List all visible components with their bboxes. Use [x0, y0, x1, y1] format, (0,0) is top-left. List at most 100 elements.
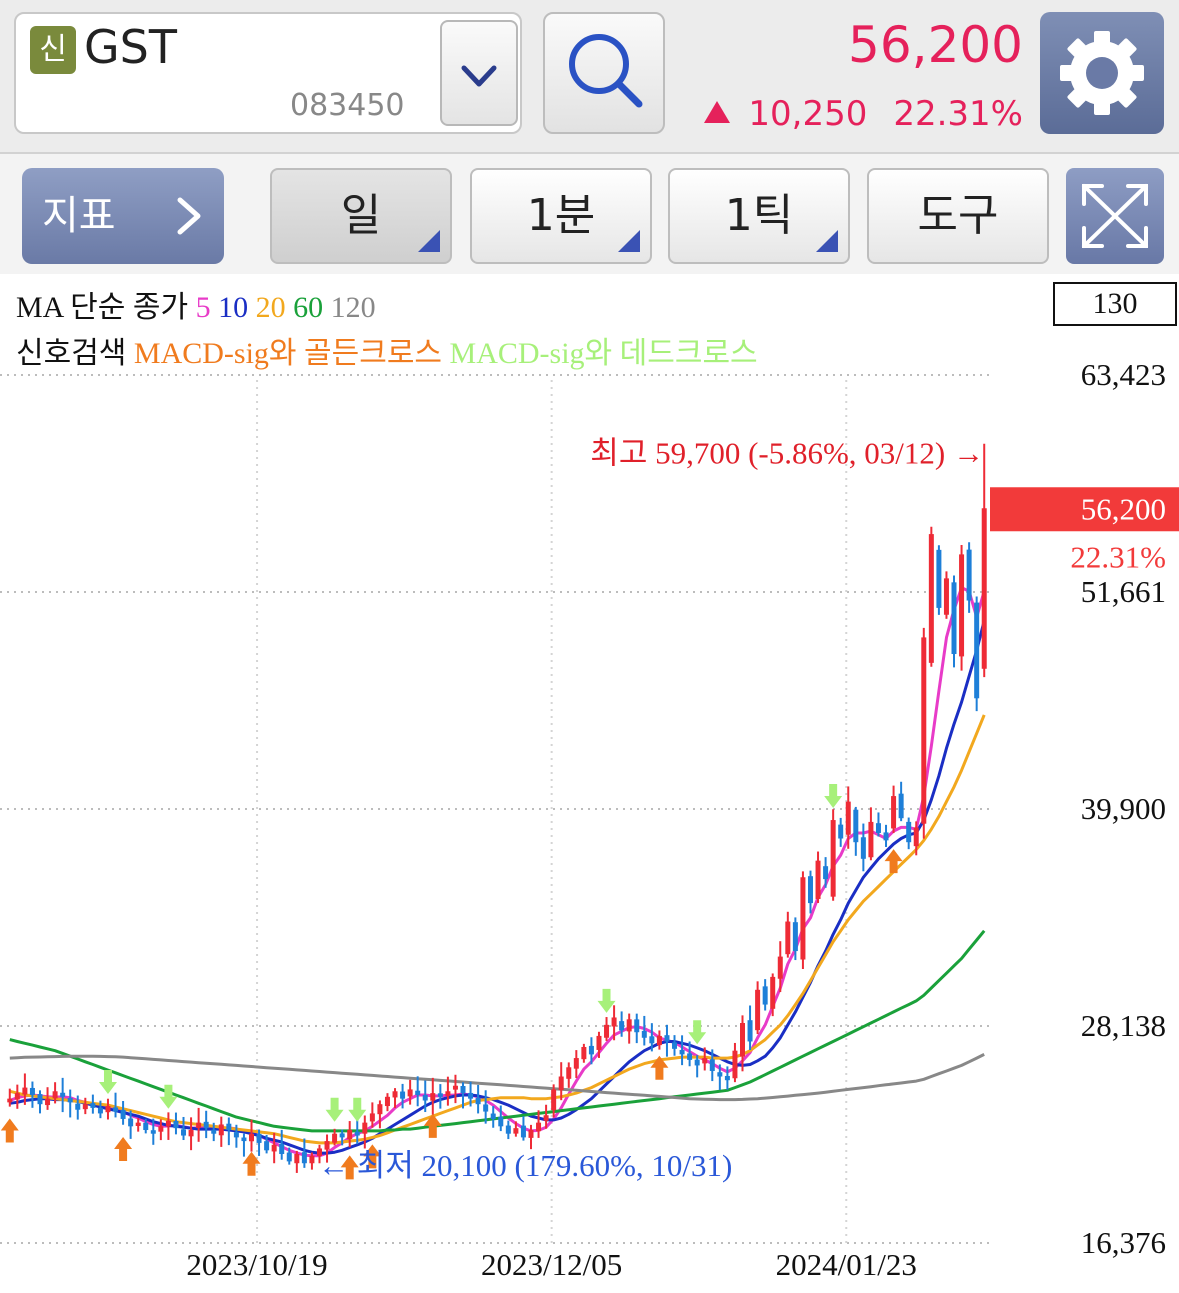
- candle-body: [14, 1093, 20, 1100]
- ma-legend-title: MA 단순 종가: [16, 291, 189, 324]
- candle-body: [588, 1045, 594, 1055]
- candle-body: [135, 1122, 141, 1126]
- candle-body: [649, 1036, 655, 1044]
- candle-body: [543, 1115, 549, 1121]
- tools-button[interactable]: 도구: [867, 168, 1049, 264]
- candle-body: [974, 602, 980, 699]
- candle-body: [860, 837, 866, 859]
- candle-body: [604, 1024, 610, 1038]
- candle-body: [883, 832, 889, 841]
- signal-legend[interactable]: 신호검색 MACD-sig와 골든크로스 MACD-sig와 데드크로스: [16, 328, 758, 372]
- candle-body: [717, 1072, 723, 1077]
- expand-button[interactable]: [1066, 168, 1164, 264]
- candle-body: [218, 1124, 224, 1136]
- candle-body: [422, 1094, 428, 1101]
- period-day-button[interactable]: 일: [270, 168, 452, 264]
- low-annotation: ← 최저 20,100 (179.60%, 10/31): [318, 1148, 732, 1183]
- x-axis-label: 2023/10/19: [186, 1247, 327, 1282]
- ma-line-5: [9, 586, 986, 1158]
- candle-body: [90, 1103, 96, 1108]
- x-axis-label: 2023/12/05: [481, 1247, 622, 1282]
- dead-cross-arrow-icon: [325, 1097, 344, 1122]
- candle-body: [165, 1120, 171, 1127]
- candle-body: [528, 1130, 534, 1138]
- candle-body: [619, 1021, 625, 1031]
- candle-body: [264, 1141, 270, 1151]
- period-minute-button[interactable]: 1분: [470, 168, 652, 264]
- candle-body: [966, 549, 972, 601]
- candle-count-box[interactable]: 130: [1053, 282, 1177, 326]
- candle-body: [634, 1019, 640, 1033]
- candle-body: [672, 1042, 678, 1049]
- y-axis-label: 39,900: [1081, 791, 1166, 826]
- candle-body: [309, 1155, 315, 1164]
- candle-body: [332, 1133, 338, 1143]
- candle-body: [120, 1109, 126, 1119]
- candle-body: [943, 578, 949, 615]
- candle-body: [475, 1097, 481, 1105]
- period-tick-button[interactable]: 1틱: [668, 168, 850, 264]
- candle-body: [188, 1130, 194, 1137]
- chevron-down-icon: [461, 65, 497, 87]
- candle-body: [891, 796, 897, 829]
- candle-body: [158, 1126, 164, 1132]
- ma-periods: 5 10 20 60 120: [196, 291, 376, 324]
- candle-body: [755, 989, 761, 1031]
- candle-body: [415, 1090, 421, 1095]
- candle-body: [279, 1143, 285, 1154]
- candle-body: [498, 1116, 504, 1127]
- price-change: 10,250: [748, 94, 868, 134]
- golden-cross-arrow-icon: [114, 1136, 133, 1161]
- candle-body: [324, 1141, 330, 1150]
- ma-period-5: 5: [195, 291, 211, 324]
- candle-body: [400, 1091, 406, 1099]
- candle-body: [105, 1106, 111, 1113]
- dead-cross-arrow-icon: [159, 1084, 178, 1109]
- candle-body: [430, 1093, 436, 1101]
- y-axis-label: 16,376: [1081, 1225, 1166, 1260]
- candle-body: [150, 1130, 156, 1134]
- candle-body: [256, 1133, 262, 1143]
- gear-icon: [1060, 31, 1144, 115]
- candle-body: [777, 956, 783, 979]
- x-axis-label: 2024/01/23: [776, 1247, 917, 1282]
- indicator-button[interactable]: 지표: [22, 168, 224, 264]
- candle-body: [845, 801, 851, 835]
- candle-body: [906, 821, 912, 843]
- y-axis-label: 63,423: [1081, 357, 1166, 392]
- candle-body: [785, 921, 791, 955]
- stock-name[interactable]: GST: [84, 20, 177, 74]
- candle-body: [792, 922, 798, 952]
- candle-body: [128, 1118, 134, 1127]
- dropdown-corner-icon: [418, 230, 440, 252]
- search-button[interactable]: [543, 12, 665, 134]
- candle-body: [233, 1132, 239, 1138]
- candle-body: [921, 637, 927, 824]
- ma-line-20: [9, 714, 986, 1145]
- candle-body: [702, 1058, 708, 1064]
- candle-body: [853, 809, 859, 843]
- candle-body: [226, 1123, 232, 1131]
- dead-cross-label: MACD-sig와 데드크로스: [449, 337, 758, 370]
- candle-body: [694, 1059, 700, 1066]
- settings-button[interactable]: [1040, 12, 1164, 134]
- candle-body: [951, 582, 957, 655]
- candle-body: [520, 1125, 526, 1138]
- candle-body: [445, 1091, 451, 1096]
- candle-body: [807, 876, 813, 904]
- candle-body: [724, 1075, 730, 1081]
- dead-cross-arrow-icon: [688, 1020, 707, 1045]
- stock-dropdown-button[interactable]: [440, 20, 518, 126]
- candle-body: [913, 827, 919, 847]
- chevron-right-icon: [177, 197, 201, 235]
- stock-selector[interactable]: [14, 12, 522, 134]
- candle-body: [641, 1030, 647, 1038]
- candle-body: [67, 1098, 73, 1103]
- candle-body: [709, 1059, 715, 1071]
- ma-period-60: 60: [285, 291, 324, 324]
- golden-cross-arrow-icon: [340, 1155, 359, 1180]
- ma-legend[interactable]: MA 단순 종가 5 10 20 60 120: [16, 282, 376, 326]
- candle-body: [143, 1122, 149, 1131]
- candle-body: [211, 1129, 217, 1134]
